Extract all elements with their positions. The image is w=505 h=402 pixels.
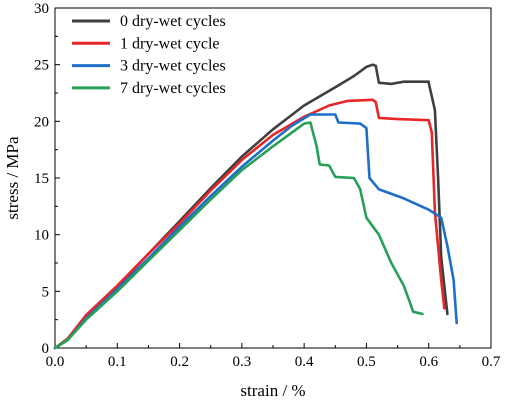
x-tick-label: 0.6 xyxy=(419,354,438,370)
series-line-2 xyxy=(53,113,459,350)
legend-label-2: 3 dry-wet cycles xyxy=(120,58,226,75)
x-tick-label: 0.4 xyxy=(295,354,314,370)
series-line-3 xyxy=(53,121,424,350)
y-tick-label: 20 xyxy=(34,114,49,130)
legend-label-3: 7 dry-wet cycles xyxy=(120,80,226,97)
axis-ticks: 0.0 0.1 0.2 0.3 0.4 0.5 0.6 0.7 0 5 10 15 20 25 30 xyxy=(34,1,501,370)
series-line-1 xyxy=(53,98,446,350)
y-axis-title: stress / MPa xyxy=(3,136,22,220)
y-tick-label: 5 xyxy=(42,284,50,300)
x-tick-label: 0.0 xyxy=(46,354,65,370)
y-tick-label: 0 xyxy=(42,341,50,357)
x-tick-label: 0.1 xyxy=(108,354,127,370)
y-tick-label: 10 xyxy=(34,228,49,244)
x-tick-label: 0.7 xyxy=(482,354,501,370)
legend-label-0: 0 dry-wet cycles xyxy=(120,13,226,30)
data-series xyxy=(53,63,459,350)
x-tick-label: 0.5 xyxy=(357,354,376,370)
y-tick-label: 30 xyxy=(34,1,49,17)
y-tick-label: 25 xyxy=(34,58,49,74)
x-tick-label: 0.3 xyxy=(232,354,251,370)
series-line-0 xyxy=(53,63,449,350)
legend: 0 dry-wet cycles 1 dry-wet cycle 3 dry-wet… xyxy=(72,13,226,97)
x-axis-title: strain / % xyxy=(240,381,305,400)
legend-label-1: 1 dry-wet cycle xyxy=(120,35,220,52)
y-tick-label: 15 xyxy=(34,171,49,187)
x-tick-label: 0.2 xyxy=(170,354,189,370)
